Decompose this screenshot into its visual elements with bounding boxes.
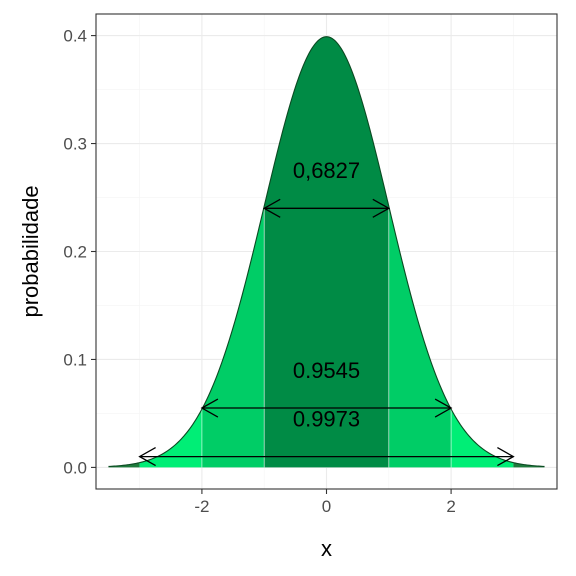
interval-arrows: 0,6827 0.9545 0.9973 [138,158,515,467]
y-tick-label: 0.0 [63,458,87,477]
arrow-head-left [200,398,219,418]
interval-probability-label: 0,6827 [293,158,360,183]
y-axis-ticks: 0.0 0.1 0.2 0.3 0.4 [63,27,96,477]
interval-arrow-0: 0,6827 [262,158,391,218]
density-curve-layer [108,36,545,468]
y-tick-label: 0.1 [63,350,87,369]
arrow-head-left [138,447,156,467]
interval-arrow-2: 0.9973 [138,406,515,467]
x-tick-label: 2 [446,497,455,516]
arrow-head-left [262,198,281,218]
y-tick-label: 0.3 [63,135,87,154]
arrow-head-right [434,398,453,418]
interval-probability-label: 0.9973 [293,406,360,431]
density-curve [108,36,545,468]
y-tick-label: 0.2 [63,243,87,262]
arrow-head-right [497,447,515,467]
x-axis-ticks: -2 0 2 [194,489,456,516]
interval-arrow-1: 0.9545 [200,358,453,418]
x-axis-title: x [321,536,332,561]
arrow-head-right [372,198,391,218]
x-tick-label: 0 [322,497,331,516]
region-area-3 [264,36,389,468]
region-area-1 [139,409,202,468]
x-tick-label: -2 [194,497,209,516]
shaded-regions [108,36,545,468]
y-axis-title: probabilidade [18,185,43,317]
region-area-5 [451,409,514,468]
y-tick-label: 0.4 [63,27,87,46]
interval-probability-label: 0.9545 [293,358,360,383]
